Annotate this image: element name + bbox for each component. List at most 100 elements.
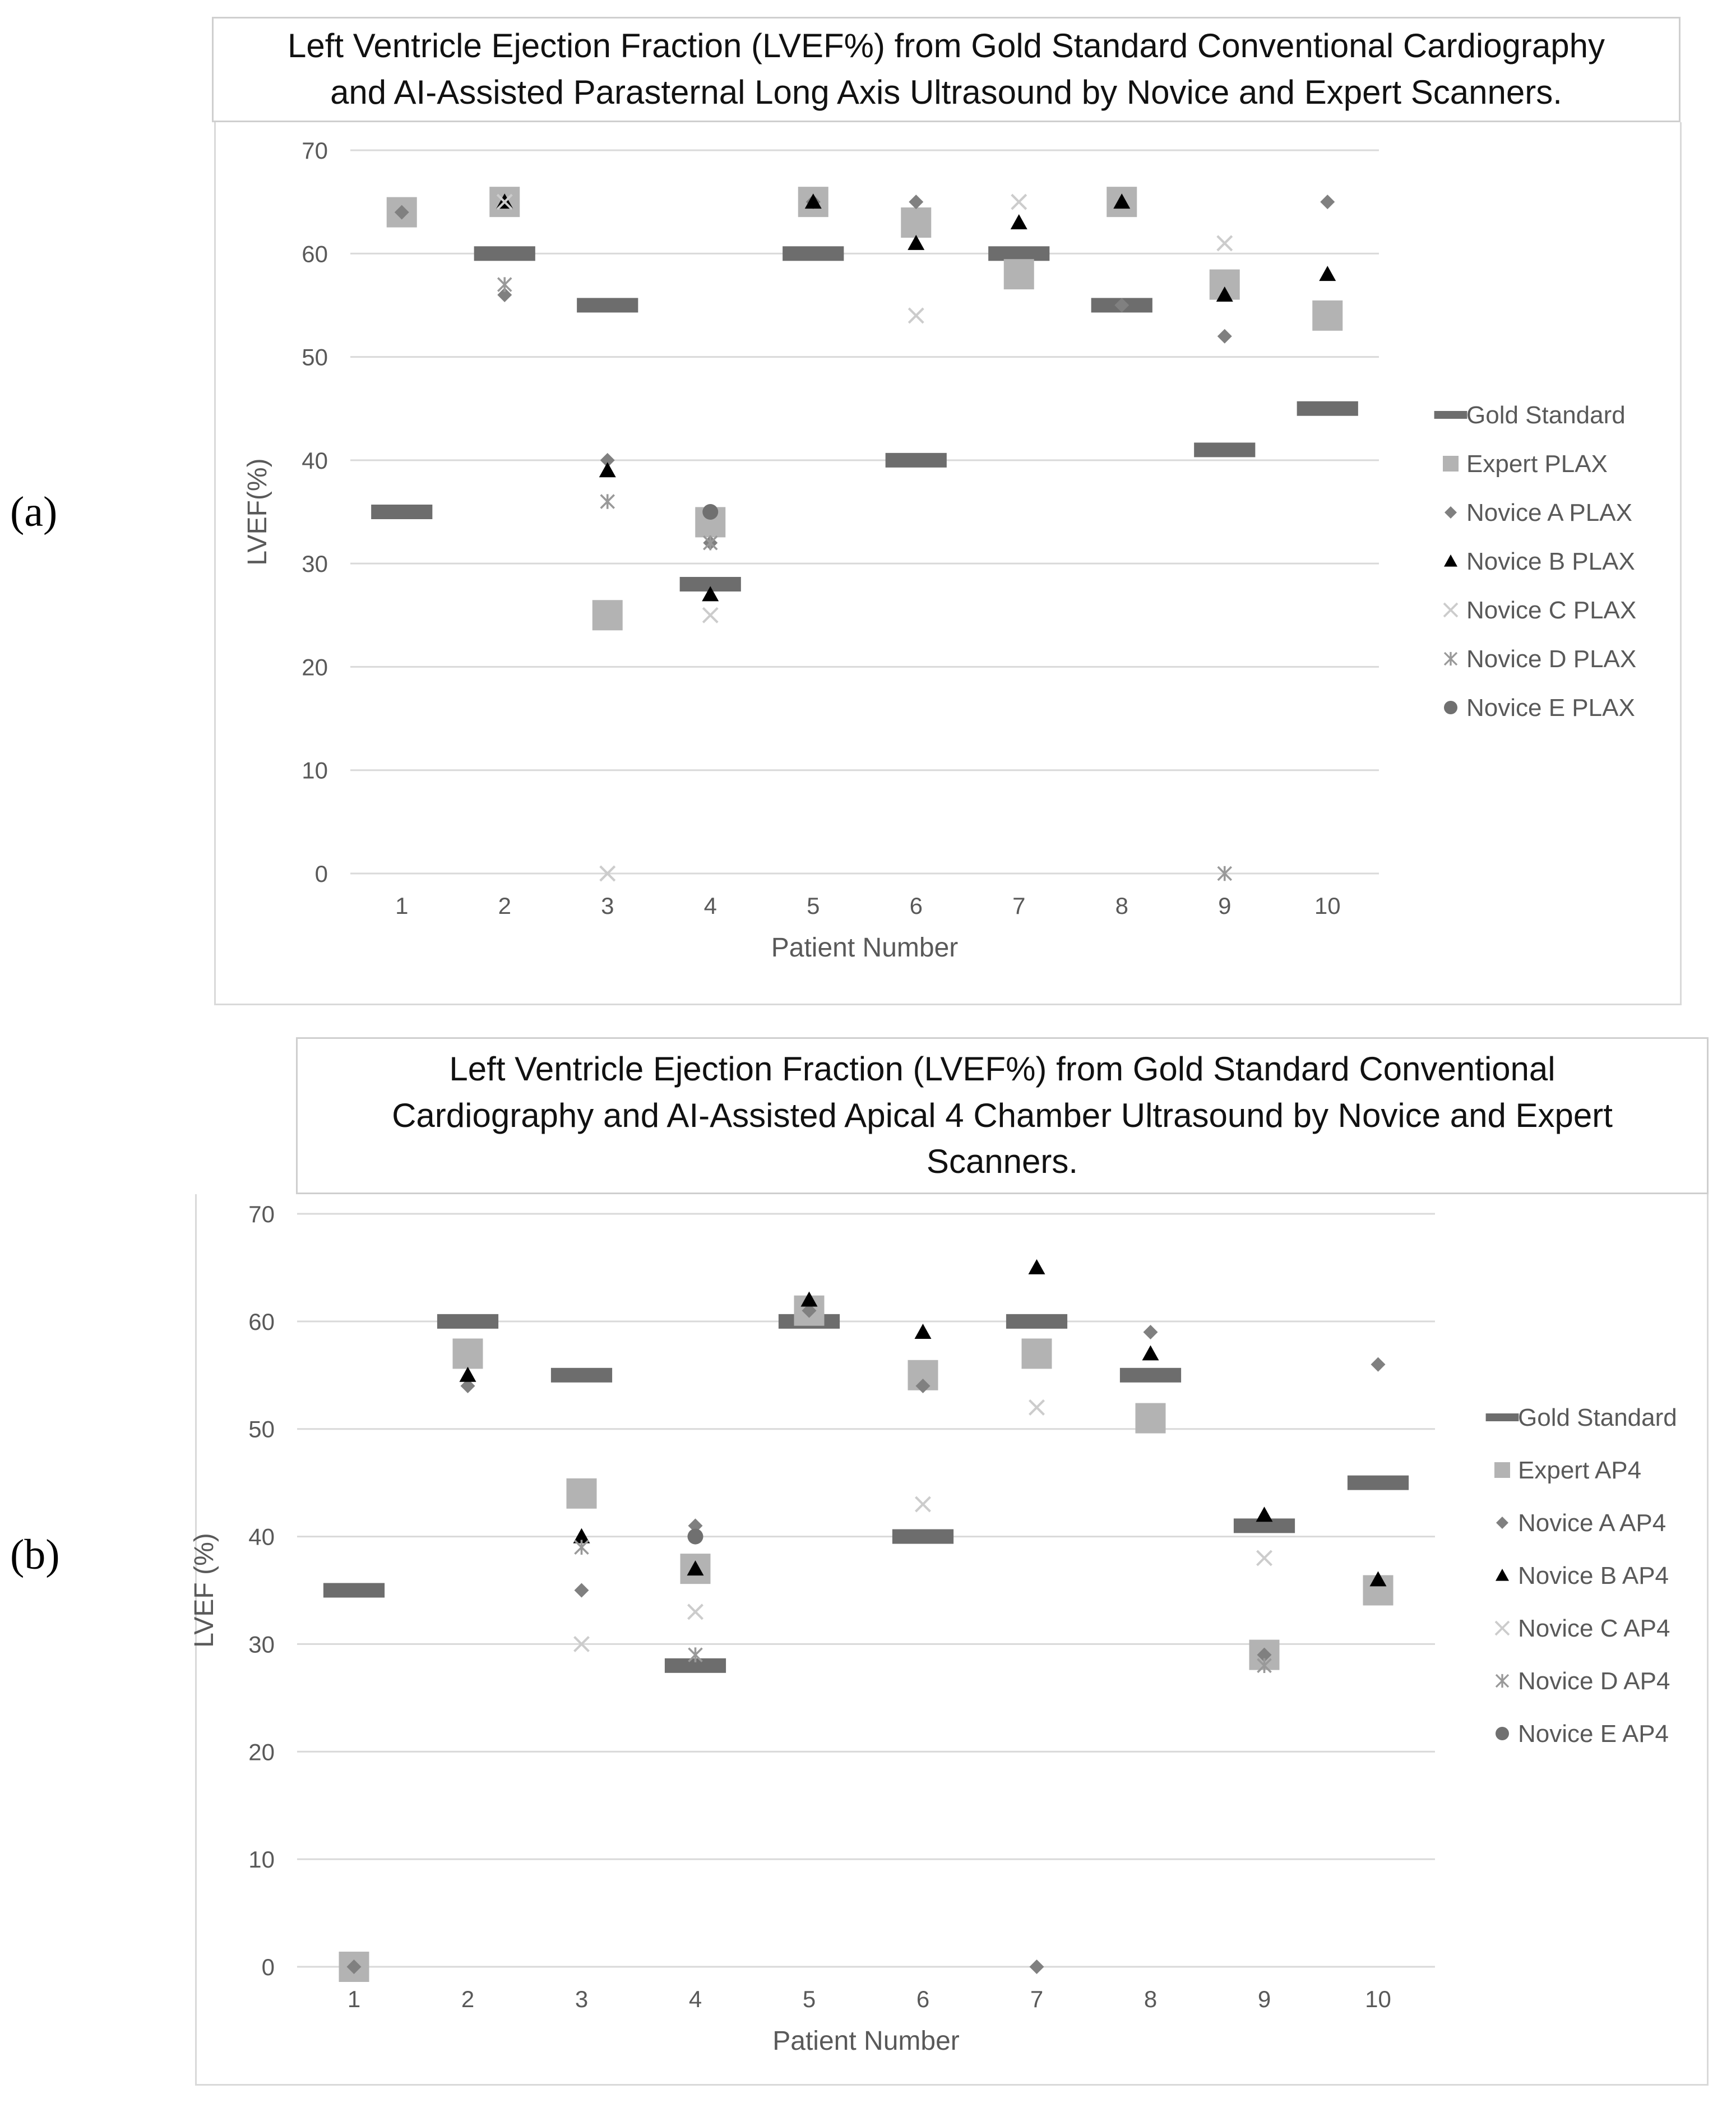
chart-a-point-novice-e-plax-4 <box>702 504 719 520</box>
chart-a-ytick-50: 50 <box>302 344 328 371</box>
chart-b-point-novice-c-ap4-3 <box>573 1635 590 1652</box>
chart-a-point-expert-plax-10 <box>1312 300 1343 331</box>
chart-b-ylabel: LVEF (%) <box>189 1533 219 1647</box>
chart-b-xtick-7: 7 <box>1030 1986 1043 2012</box>
chart-b-ytick-0: 0 <box>262 1954 275 1980</box>
chart-a-title: Left Ventricle Ejection Fraction (LVEF%)… <box>212 17 1681 122</box>
chart-b-point-novice-c-ap4-7 <box>1029 1399 1045 1416</box>
chart-b-series-novice-a-ap4 <box>346 1303 1386 1974</box>
chart-b-ytick-70: 70 <box>248 1201 275 1227</box>
chart-b-legend-marker-novice-a-ap4 <box>1496 1517 1508 1529</box>
chart-a-legend-label-gold-standard: Gold Standard <box>1466 401 1626 429</box>
chart-a-point-novice-b-plax-6 <box>908 234 925 250</box>
chart-a-point-novice-c-plax-2 <box>496 193 513 210</box>
chart-b-legend-marker-novice-e-ap4 <box>1496 1727 1509 1740</box>
chart-a-legend-marker-expert-plax <box>1443 456 1459 472</box>
chart-b-legend-label-novice-a-ap4: Novice A AP4 <box>1518 1509 1666 1537</box>
chart-a-point-expert-plax-3 <box>592 600 623 631</box>
chart-b-point-novice-b-ap4-2 <box>459 1366 476 1382</box>
chart-a-point-novice-d-plax-9 <box>1217 866 1233 881</box>
chart-a-ytick-40: 40 <box>302 447 328 474</box>
chart-b-legend-label-novice-c-ap4: Novice C AP4 <box>1518 1615 1670 1642</box>
chart-a-point-gold-standard-2 <box>474 246 535 261</box>
chart-b-point-novice-d-ap4-9 <box>1257 1658 1272 1674</box>
chart-b-point-novice-b-ap4-8 <box>1142 1345 1159 1361</box>
chart-b-point-gold-standard-10 <box>1347 1475 1409 1490</box>
chart-a-point-novice-b-plax-9 <box>1216 286 1233 302</box>
chart-a-point-novice-b-plax-5 <box>804 193 822 209</box>
chart-b-ytick-20: 20 <box>248 1739 275 1765</box>
chart-a-legend-marker-gold-standard <box>1434 411 1468 419</box>
chart-a-xtick-5: 5 <box>807 893 820 919</box>
chart-a-legend-label-novice-b-plax: Novice B PLAX <box>1466 548 1635 575</box>
chart-b-legend-marker-expert-ap4 <box>1494 1462 1510 1478</box>
chart-a-point-novice-c-plax-4 <box>702 607 719 623</box>
chart-a-ytick-0: 0 <box>315 861 328 887</box>
panel-a-label: (a) <box>10 488 58 535</box>
chart-a-legend-label-novice-a-plax: Novice A PLAX <box>1466 499 1632 526</box>
chart-a-point-novice-c-plax-7 <box>1011 193 1027 210</box>
chart-a-point-novice-a-plax-1 <box>394 205 409 220</box>
chart-a-ytick-30: 30 <box>302 551 328 577</box>
chart-a-point-gold-standard-3 <box>577 298 638 313</box>
chart-b-legend-label-expert-ap4: Expert AP4 <box>1518 1457 1641 1484</box>
chart-b-frame <box>195 1194 1709 2086</box>
chart-b-xtick-5: 5 <box>803 1986 816 2012</box>
chart-a-legend-marker-novice-b-plax <box>1444 554 1457 567</box>
chart-a-xtick-8: 8 <box>1115 893 1128 919</box>
chart-b: 0 10 20 30 40 50 60 70 1 2 3 4 5 6 7 8 9 10 Patient Number… <box>189 1201 1677 2056</box>
chart-b-point-gold-standard-7 <box>1006 1314 1068 1329</box>
chart-b-point-gold-standard-6 <box>892 1529 954 1544</box>
chart-a-xtick-3: 3 <box>601 893 614 919</box>
chart-b-xtick-10: 10 <box>1365 1986 1391 2012</box>
chart-a-xtick-4: 4 <box>704 893 717 919</box>
chart-b-point-novice-b-ap4-10 <box>1369 1571 1387 1587</box>
chart-a-series-novice-b-plax <box>496 193 1336 602</box>
chart-b-point-novice-e-ap4-4 <box>687 1528 703 1545</box>
chart-b-xtick-1: 1 <box>348 1986 360 2012</box>
chart-a-legend-label-expert-plax: Expert PLAX <box>1466 450 1608 478</box>
chart-b-legend-marker-gold-standard <box>1485 1413 1519 1421</box>
chart-b-point-novice-a-ap4-3 <box>574 1583 589 1598</box>
chart-b-point-novice-b-ap4-7 <box>1028 1259 1045 1274</box>
chart-b-legend-marker-novice-d-ap4 <box>1495 1674 1510 1688</box>
chart-b-point-gold-standard-1 <box>323 1583 385 1598</box>
chart-a-point-novice-b-plax-7 <box>1010 214 1027 229</box>
chart-b-xtick-2: 2 <box>461 1986 474 2012</box>
chart-a: 0 10 20 30 40 50 60 70 1 2 3 4 5 6 7 8 9 10 Patient Number… <box>243 137 1636 963</box>
chart-b-point-novice-b-ap4-9 <box>1256 1506 1273 1522</box>
chart-b-point-expert-ap4-8 <box>1135 1403 1166 1434</box>
chart-a-ytick-20: 20 <box>302 654 328 680</box>
chart-b-point-novice-d-ap4-3 <box>574 1540 589 1555</box>
chart-b-series-novice-d-ap4 <box>574 1540 1272 1674</box>
chart-b-point-novice-a-ap4-7 <box>1029 1960 1044 1974</box>
chart-b-point-novice-a-ap4-9 <box>1257 1647 1272 1662</box>
chart-a-point-novice-d-plax-2 <box>497 277 512 292</box>
chart-a-point-novice-c-plax-9 <box>1216 235 1233 252</box>
chart-a-point-novice-b-plax-4 <box>702 586 719 602</box>
chart-a-frame <box>214 122 1682 1005</box>
chart-b-point-novice-a-ap4-10 <box>1371 1357 1386 1372</box>
chart-b-point-novice-c-ap4-6 <box>915 1496 931 1513</box>
chart-a-gridlines <box>350 149 1379 875</box>
chart-a-legend-marker-novice-e-plax <box>1444 701 1457 714</box>
chart-b-legend-label-novice-e-ap4: Novice E AP4 <box>1518 1720 1669 1748</box>
chart-a-point-novice-a-plax-9 <box>1217 329 1232 344</box>
chart-b-xtick-9: 9 <box>1258 1986 1271 2012</box>
chart-a-legend-marker-novice-c-plax <box>1443 602 1459 618</box>
chart-a-xtick-1: 1 <box>395 893 408 919</box>
chart-b-ytick-10: 10 <box>248 1846 275 1873</box>
chart-a-point-novice-a-plax-8 <box>1114 298 1129 313</box>
chart-b-xlabel: Patient Number <box>772 2026 960 2056</box>
chart-a-point-expert-plax-6 <box>901 207 932 238</box>
chart-a-point-expert-plax-7 <box>1003 259 1034 290</box>
chart-a-point-novice-b-plax-8 <box>1113 193 1131 209</box>
chart-a-point-gold-standard-9 <box>1194 442 1256 457</box>
chart-a-xtick-2: 2 <box>498 893 511 919</box>
chart-a-point-novice-a-plax-2 <box>497 288 512 302</box>
chart-a-legend-marker-novice-d-plax <box>1443 651 1458 666</box>
chart-b-point-expert-ap4-3 <box>566 1478 597 1509</box>
chart-b-point-gold-standard-8 <box>1119 1367 1182 1383</box>
chart-b-point-novice-c-ap4-9 <box>1256 1550 1272 1566</box>
chart-b-point-gold-standard-3 <box>550 1367 613 1383</box>
